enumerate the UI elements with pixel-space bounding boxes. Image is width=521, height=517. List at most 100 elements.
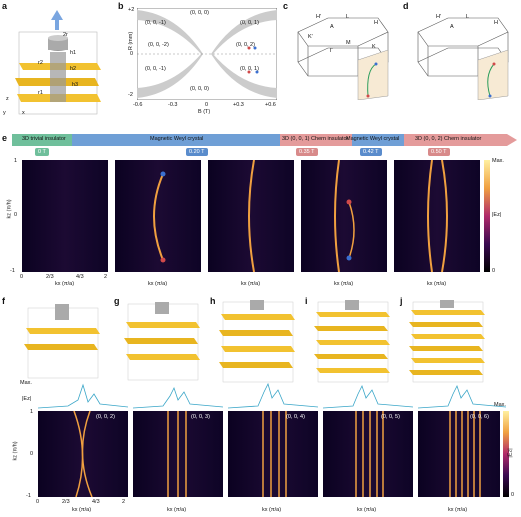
colorbar-fj <box>503 411 509 497</box>
panel-label-g: g <box>114 296 120 306</box>
field-badge: 0 T <box>35 148 49 156</box>
label-h2: h2 <box>70 66 77 72</box>
xtick: 2/3 <box>62 499 70 505</box>
panel-b-ytick: 0 <box>130 51 134 57</box>
order-label: (0, 0, 6) <box>470 414 489 420</box>
phase-label: 3D trivial insulator <box>22 136 66 142</box>
field-profiles <box>38 382 507 409</box>
xlabel-e: kx (π/a) <box>55 281 75 287</box>
heatmap-j <box>418 411 500 497</box>
xtick: 2 <box>122 499 126 505</box>
xtick: 2/3 <box>46 274 54 280</box>
phase-label: 3D (0, 0, 2) Chern insulator <box>415 136 482 142</box>
ylabel-e: kz (π/h) <box>6 199 13 219</box>
bz-point: H' <box>316 14 322 20</box>
xtick: 0 <box>36 499 40 505</box>
heatmap-e5 <box>394 160 480 272</box>
label-h3: h3 <box>72 82 79 88</box>
order-label: (0, 0, 2) <box>96 414 115 420</box>
xtick: 2 <box>104 274 108 280</box>
field-badge: 0.20 T <box>186 148 208 156</box>
ytick: -1 <box>26 493 31 499</box>
colorbar-max: Max. <box>492 158 504 164</box>
bz-point: H' <box>436 14 442 20</box>
panel-d-brillouin-zone <box>417 17 509 100</box>
xlabel-fj: kx (π/a) <box>167 507 187 513</box>
phase-label: Magnetic Weyl crystal <box>346 136 400 142</box>
colorbar-label: |Ez| <box>507 448 514 458</box>
field-badge: 0.35 T <box>296 148 318 156</box>
chern-band-e5 <box>427 160 448 272</box>
xlabel-e: kx (π/a) <box>427 281 447 287</box>
region-label: (0, 0, -2) <box>148 42 169 48</box>
panel-c-brillouin-zone <box>297 17 389 100</box>
xlabel-e: kx (π/a) <box>148 281 168 287</box>
xlabel-fj: kx (π/a) <box>357 507 377 513</box>
bz-point: H <box>494 20 498 26</box>
panel-a-illustration <box>15 10 101 115</box>
phase-label: 3D (0, 0, 1) Chern insulator <box>282 136 349 142</box>
axis-z: z <box>6 96 9 102</box>
bz-point: A <box>330 24 334 30</box>
panel-b-ylabel: R (mm) <box>128 31 135 51</box>
colorbar-min: 0 <box>511 492 515 498</box>
bz-point: K <box>372 44 376 50</box>
panel-label-e: e <box>2 133 8 143</box>
panel-label-c: c <box>283 1 289 11</box>
order-label: (0, 0, 3) <box>191 414 210 420</box>
ylabel-fj: kz (π/h) <box>12 441 19 461</box>
colorbar-label: |Ez| <box>492 212 502 218</box>
bz-point: M <box>346 40 351 46</box>
region-label: (0, 0, 0) <box>190 10 209 16</box>
heatmap-h <box>228 411 318 497</box>
panel-label-i: i <box>305 296 308 306</box>
panel-label-b: b <box>118 1 124 11</box>
panel-label-h: h <box>210 296 216 306</box>
region-label: (0, 0, -1) <box>145 20 166 26</box>
bz-point: K' <box>308 34 313 40</box>
bz-point: H <box>374 20 378 26</box>
colorbar-min: 0 <box>492 268 496 274</box>
ytick: 1 <box>14 158 18 164</box>
region-label: (0, 0, 2) <box>236 42 255 48</box>
xlabel-fj: kx (π/a) <box>72 507 92 513</box>
ytick: 0 <box>14 212 18 218</box>
heatmap-e2 <box>115 160 201 272</box>
panel-b-xtick: -0.6 <box>133 102 143 108</box>
label-h1: h1 <box>70 50 77 56</box>
label-r2: r2 <box>38 60 43 66</box>
panel-b-xtick: +0.3 <box>233 102 244 108</box>
weyl-arc-e4 <box>334 160 355 272</box>
colorbar-max: Max. <box>494 402 506 408</box>
weyl-arc-e2 <box>153 171 166 263</box>
panel-b-xtick: +0.6 <box>265 102 276 108</box>
panel-b-xlabel: B (T) <box>198 109 211 115</box>
xlabel-fj: kx (π/a) <box>448 507 468 513</box>
axis-y: y <box>3 110 6 116</box>
bz-point: A <box>450 24 454 30</box>
region-label: (0, 0, 1) <box>240 66 259 72</box>
panel-label-a: a <box>2 1 8 11</box>
xtick: 0 <box>20 274 24 280</box>
panel-label-j: j <box>400 296 403 306</box>
stack-illustrations <box>24 300 485 383</box>
label-2r: 2r <box>63 32 68 38</box>
bz-point: L <box>466 14 470 20</box>
field-badge: 0.42 T <box>360 148 382 156</box>
phase-label: Magnetic Weyl crystal <box>150 136 204 142</box>
bz-point: L <box>346 14 350 20</box>
order-label: (0, 0, 4) <box>286 414 305 420</box>
panel-b-xtick: 0 <box>205 102 209 108</box>
bz-point: Γ <box>330 48 334 54</box>
chern-band-e3 <box>248 160 255 272</box>
region-label: (0, 0, 1) <box>240 20 259 26</box>
field-badge: 0.50 T <box>428 148 450 156</box>
label-r1: r1 <box>38 90 43 96</box>
order-label: (0, 0, 5) <box>381 414 400 420</box>
panel-b-ytick: +2 <box>128 7 135 13</box>
xlabel-e: kx (π/a) <box>334 281 354 287</box>
field-label: B <box>65 2 69 8</box>
region-label: (0, 0, 0) <box>190 86 209 92</box>
panel-label-f: f <box>2 296 5 306</box>
heatmap-bands <box>73 411 481 497</box>
